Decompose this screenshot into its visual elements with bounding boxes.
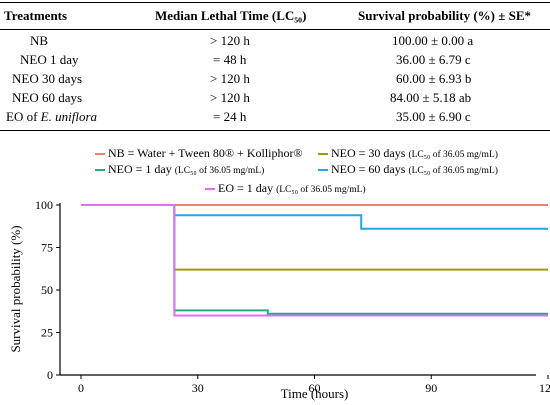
series-line-2 [81, 204, 548, 315]
row-3-lc50: > 120 h [210, 71, 250, 86]
legend-label-neo60: NEO = 60 days [331, 162, 406, 176]
y-tick-label-25: 25 [41, 326, 53, 340]
row-1-lc50: > 120 h [210, 33, 250, 48]
x-tick-label-90: 90 [425, 381, 437, 395]
legend-swatch-eo [205, 188, 215, 191]
species-name: E. uniflora [40, 109, 98, 124]
x-tick-label-120: 120 [539, 381, 550, 395]
legend-suffix-eo: (LC₅₀ of 36.05 mg/mL) [276, 185, 366, 195]
legend-label-nb: NB = Water + Tween 80® + Kolliphor® [108, 146, 303, 160]
legend-suffix-neo60: (LC₅₀ of 36.05 mg/mL) [408, 166, 498, 176]
legend-swatch-neo30 [318, 153, 328, 156]
y-tick-label-75: 75 [41, 241, 53, 255]
series-line-3 [81, 204, 548, 230]
x-tick-label-0: 0 [78, 381, 84, 395]
legend-suffix-neo30: (LC₅₀ of 36.05 mg/mL) [408, 150, 498, 160]
row-4-treatment: NEO 60 days [12, 90, 83, 105]
y-tick-label-0: 0 [47, 368, 53, 382]
row-5-treatment: EO of E. uniflora [6, 109, 97, 125]
legend-item-neo30: NEO = 30 days (LC₅₀ of 36.05 mg/mL) [318, 146, 498, 161]
legend-label-eo: EO = 1 day [218, 181, 274, 195]
x-tick-label-30: 30 [192, 381, 204, 395]
x-tick-label-60: 60 [309, 381, 321, 395]
legend-item-neo1: NEO = 1 day (LC₅₀ of 36.05 mg/mL) [95, 162, 264, 177]
row-2-survival: 36.00 ± 6.79 c [396, 52, 471, 67]
legend-swatch-nb [95, 153, 105, 156]
header-survival: Survival probability (%) ± SE* [358, 8, 532, 23]
x-axis-label: Time (hours) [281, 386, 349, 401]
row-2-lc50: = 48 h [213, 52, 247, 67]
row-1-survival: 100.00 ± 0.00 a [392, 33, 474, 48]
row-3-treatment: NEO 30 days [12, 71, 83, 86]
legend-item-neo60: NEO = 60 days (LC₅₀ of 36.05 mg/mL) [318, 162, 498, 177]
y-axis-label: Survival probability (%) [8, 225, 23, 352]
row-5-treatment-text: EO of E. uniflora [6, 109, 98, 124]
header-treatments: Treatments [4, 8, 68, 23]
legend-swatch-neo1 [95, 169, 105, 172]
table-bottom-rule [0, 130, 550, 131]
legend-suffix-neo1: (LC₅₀ of 36.05 mg/mL) [174, 166, 265, 176]
series-line-4 [81, 204, 548, 317]
y-tick-label-50: 50 [41, 283, 53, 297]
row-2-treatment: NEO 1 day [20, 52, 79, 67]
legend-swatch-neo60 [318, 169, 328, 172]
row-4-lc50: > 120 h [210, 90, 250, 105]
header-lethal-time: Median Lethal Time (LC₅₀) [155, 8, 307, 23]
legend-label-neo30: NEO = 30 days [331, 146, 406, 160]
table-header-rule [0, 29, 550, 30]
legend-item-eo: EO = 1 day (LC₅₀ of 36.05 mg/mL) [205, 181, 366, 196]
row-1-treatment: NB [30, 33, 49, 48]
legend-item-nb: NB = Water + Tween 80® + Kolliphor® [95, 146, 303, 161]
row-3-survival: 60.00 ± 6.93 b [396, 71, 472, 86]
row-5-survival: 35.00 ± 6.90 c [396, 109, 471, 124]
table-top-rule [0, 2, 550, 3]
y-tick-label-100: 100 [35, 198, 53, 212]
row-5-lc50: = 24 h [213, 109, 247, 124]
legend-label-neo1: NEO = 1 day [108, 162, 172, 176]
row-4-survival: 84.00 ± 5.18 ab [390, 90, 472, 105]
survival-chart: 0 25 50 75 100 0 30 60 90 120 Time (hours) Survival… [8, 198, 550, 401]
